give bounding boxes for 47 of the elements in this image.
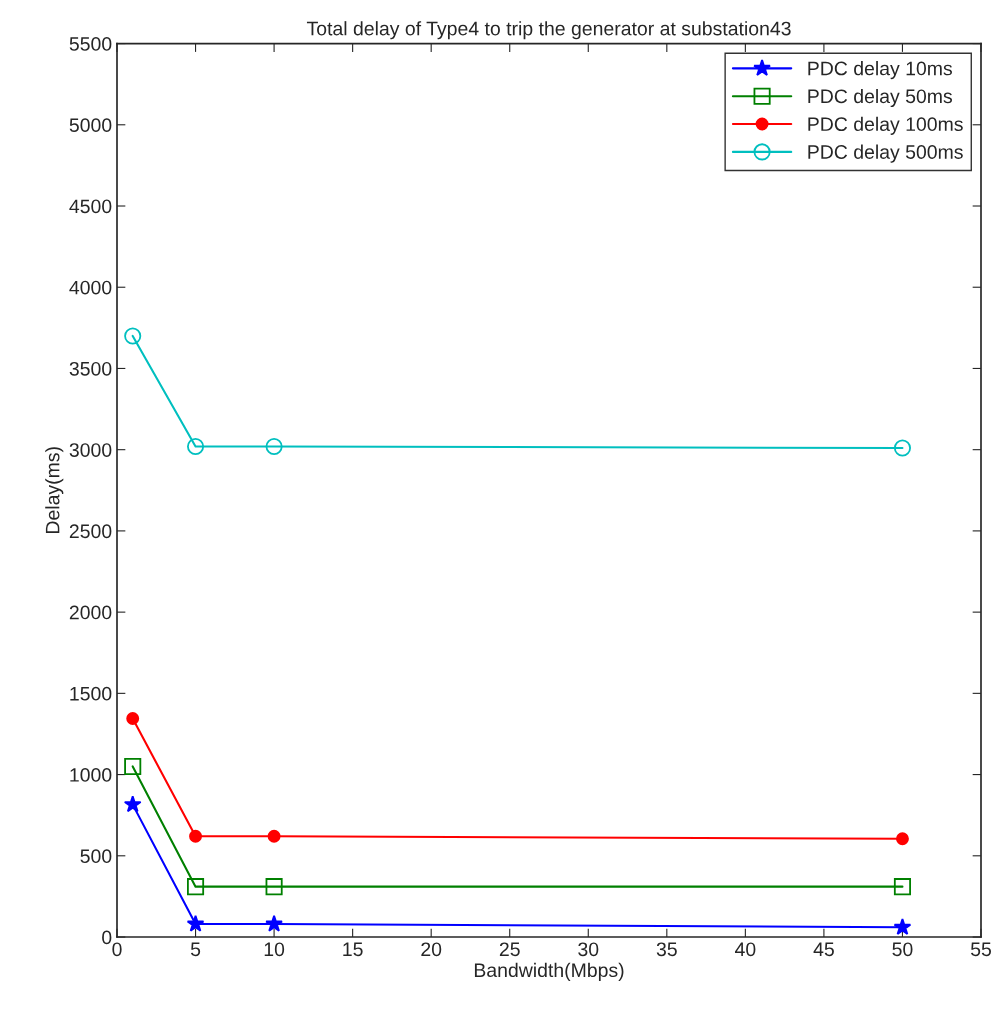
point	[265, 914, 283, 932]
x-tick-label: 25	[499, 942, 520, 957]
point	[267, 829, 281, 843]
y-tick-label: 2000	[69, 605, 112, 620]
x-tick-label: 10	[264, 942, 285, 957]
y-tick-label: 0	[102, 930, 112, 945]
y-tick-label: 3000	[69, 443, 112, 457]
legend-label: PDC delay 100ms	[808, 116, 963, 135]
legend-label: PDC delay 500ms	[808, 144, 963, 163]
point	[124, 757, 142, 775]
x-tick-label: 50	[892, 942, 913, 957]
chart-title: Total delay of Type4 to trip the generator at substation43	[306, 21, 791, 40]
y-tick-label: 3500	[69, 361, 112, 376]
x-tick-label: 45	[813, 942, 834, 957]
point	[187, 437, 205, 455]
x-tick-label: 55	[970, 942, 991, 957]
point	[187, 878, 205, 896]
y-tick-label: 2500	[69, 524, 112, 539]
legend-label: PDC delay 50ms	[808, 88, 952, 108]
y-tick-label: 500	[80, 849, 112, 864]
point	[895, 832, 909, 846]
x-tick-label: 20	[421, 942, 442, 957]
x-tick-label: 40	[735, 942, 756, 957]
point	[124, 327, 142, 345]
y-tick-label: 4000	[69, 280, 112, 295]
y-tick-label: 1000	[70, 768, 112, 782]
point	[186, 914, 205, 932]
point	[893, 878, 911, 896]
point	[126, 712, 140, 725]
y-tick-label: 5500	[69, 37, 112, 51]
y-tick-label: 4500	[69, 199, 112, 214]
x-tick-label: 35	[656, 942, 677, 957]
x-axis-title: Bandwidth(Mbps)	[474, 962, 624, 981]
y-axis-title: Delay(ms)	[45, 447, 64, 533]
point	[123, 795, 142, 813]
legend-label: PDC delay 10ms	[808, 61, 952, 80]
x-tick-label: 15	[343, 942, 363, 957]
point	[265, 878, 283, 896]
x-tick-label: 0	[112, 942, 122, 957]
point	[893, 918, 912, 935]
point	[189, 829, 203, 843]
point	[893, 439, 911, 457]
y-tick-label: 5000	[69, 118, 112, 133]
point	[265, 437, 283, 455]
x-tick-label: 5	[190, 942, 201, 957]
y-tick-label: 1500	[70, 686, 112, 701]
x-tick-label: 30	[578, 942, 599, 957]
